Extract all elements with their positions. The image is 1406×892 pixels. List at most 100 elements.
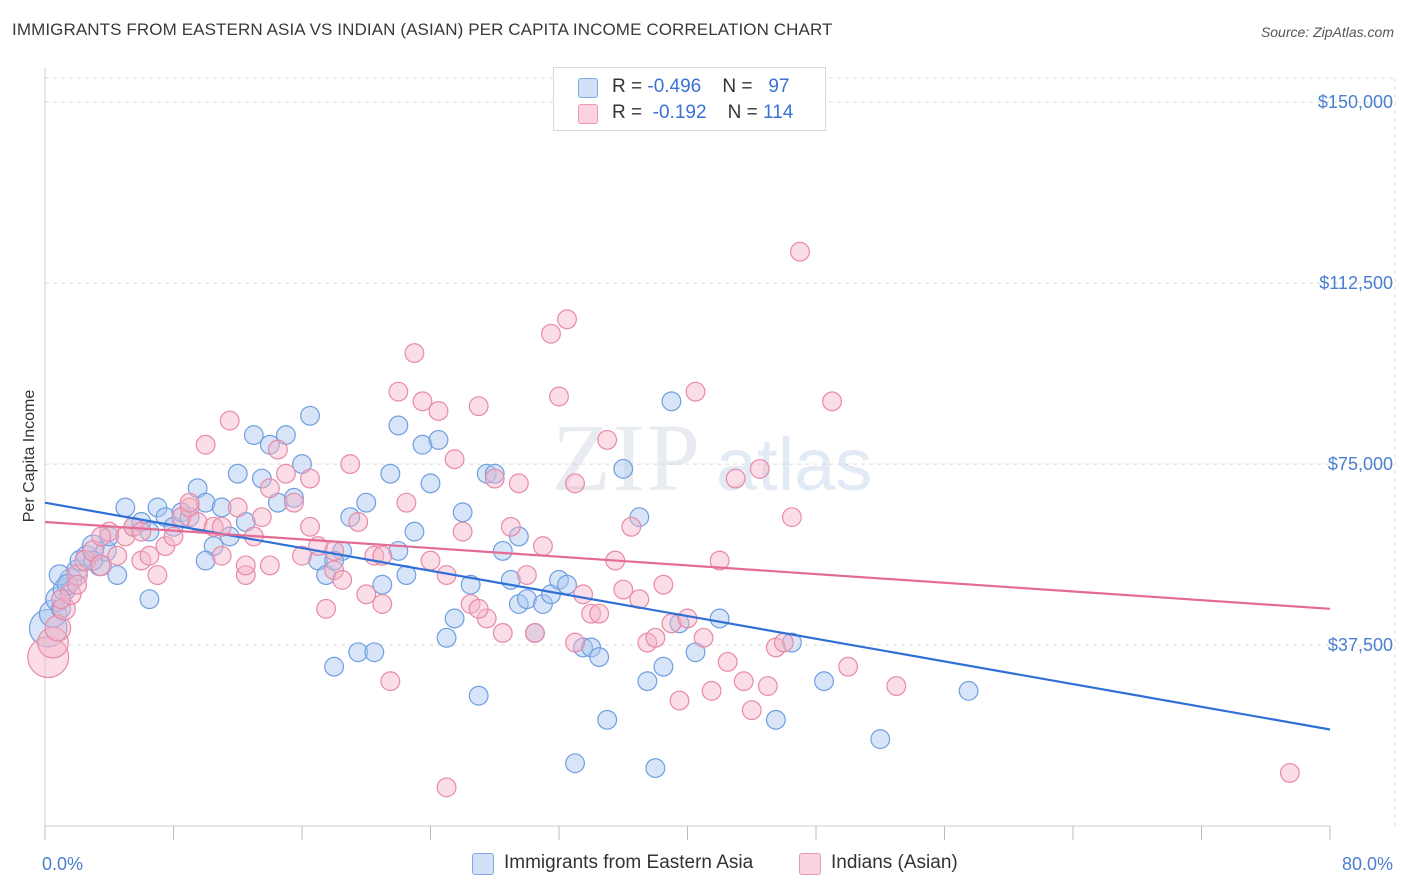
source-label: Source: ZipAtlas.com: [1260, 24, 1394, 40]
point-eastern-asia: [243, 425, 264, 446]
point-indians: [139, 545, 160, 566]
chart-title: IMMIGRANTS FROM EASTERN ASIA VS INDIAN (…: [12, 20, 833, 39]
point-eastern-asia: [380, 463, 401, 484]
point-indians: [589, 603, 610, 624]
bottom-legend-label: Indians (Asian): [831, 852, 958, 873]
point-indians: [300, 516, 320, 537]
point-indians: [412, 391, 433, 412]
point-indians: [685, 381, 706, 402]
y-tick-label: $112,500: [1319, 273, 1393, 293]
point-indians: [211, 516, 232, 537]
point-indians: [524, 623, 545, 643]
point-indians: [757, 676, 778, 697]
point-indians: [332, 569, 353, 590]
point-eastern-asia: [444, 608, 465, 629]
point-eastern-asia: [468, 685, 489, 706]
point-eastern-asia: [107, 565, 128, 586]
point-eastern-asia: [356, 492, 377, 513]
point-eastern-asia: [428, 429, 449, 450]
point-eastern-asia: [195, 492, 216, 513]
point-indians: [37, 626, 69, 659]
legend-n-label: N =: [722, 76, 758, 97]
point-indians: [725, 468, 746, 489]
legend-n-value: 114: [763, 102, 794, 123]
x-tick-label: 0.0%: [42, 854, 83, 874]
point-eastern-asia: [284, 487, 304, 508]
point-eastern-asia: [661, 391, 682, 412]
point-indians: [396, 492, 417, 513]
point-indians: [275, 463, 296, 484]
axes: [44, 68, 1331, 840]
y-tick-label: $150,000: [1318, 92, 1393, 112]
point-eastern-asia: [139, 521, 160, 542]
y-tick-labels: $37,500 $75,000 $112,500 $150,000: [1318, 92, 1393, 655]
legend-n-value: 97: [768, 76, 790, 97]
point-eastern-asia: [364, 642, 385, 663]
point-indians: [300, 468, 320, 489]
point-indians: [822, 391, 843, 412]
point-indians: [340, 454, 361, 475]
point-eastern-asia: [516, 589, 537, 610]
point-indians: [468, 598, 489, 619]
point-eastern-asia: [211, 497, 232, 518]
point-indians: [211, 545, 232, 566]
point-indians: [259, 555, 280, 576]
point-eastern-asia: [452, 502, 473, 523]
point-indians: [284, 492, 304, 513]
point-indians: [388, 381, 409, 402]
legend-swatch-blue: [578, 78, 598, 98]
point-eastern-asia: [645, 758, 666, 779]
point-indians: [90, 554, 113, 577]
point-indians: [380, 671, 401, 692]
point-indians: [565, 632, 586, 653]
point-eastern-asia: [613, 458, 634, 479]
point-indians: [597, 429, 618, 450]
watermark-atlas: atlas: [716, 423, 872, 506]
point-eastern-asia: [492, 540, 513, 561]
point-indians: [404, 343, 425, 364]
point-indians: [452, 521, 473, 542]
point-indians: [436, 777, 457, 798]
point-indians: [444, 449, 465, 470]
point-indians: [195, 434, 216, 455]
point-indians: [251, 507, 272, 528]
trend-lines: [44, 501, 1331, 731]
point-indians: [179, 492, 200, 513]
point-eastern-asia: [372, 574, 393, 595]
point-indians: [669, 690, 690, 711]
point-eastern-asia: [460, 574, 481, 595]
point-indians: [709, 550, 730, 571]
point-indians: [613, 579, 634, 600]
y-axis-label: Per Capita Income: [21, 390, 38, 523]
point-indians: [51, 589, 72, 610]
y-tick-label: $75,000: [1328, 454, 1393, 474]
point-eastern-asia: [781, 632, 802, 653]
point-indians: [557, 309, 577, 330]
watermark-zip: ZIP: [552, 404, 702, 511]
point-eastern-asia: [348, 642, 369, 663]
point-indians: [532, 536, 553, 557]
point-eastern-asia: [597, 709, 618, 730]
point-indians: [549, 386, 569, 407]
series-indians-points: [27, 241, 1300, 798]
point-eastern-asia: [195, 550, 216, 571]
point-indians: [44, 614, 72, 642]
point-eastern-asia: [870, 729, 891, 750]
point-indians: [67, 574, 88, 595]
point-indians: [773, 632, 794, 653]
point-indians: [1279, 762, 1300, 783]
point-indians: [348, 512, 369, 532]
point-indians: [573, 584, 594, 605]
point-indians: [645, 627, 666, 648]
point-indians: [227, 497, 248, 518]
point-indians: [428, 401, 449, 421]
point-eastern-asia: [324, 656, 345, 677]
watermark: ZIP atlas: [552, 404, 872, 511]
point-eastern-asia: [484, 463, 505, 484]
point-indians: [316, 598, 337, 619]
point-indians: [541, 323, 561, 344]
point-indians: [468, 396, 489, 417]
point-indians: [147, 565, 168, 586]
point-indians: [59, 583, 82, 606]
point-indians: [91, 526, 112, 547]
